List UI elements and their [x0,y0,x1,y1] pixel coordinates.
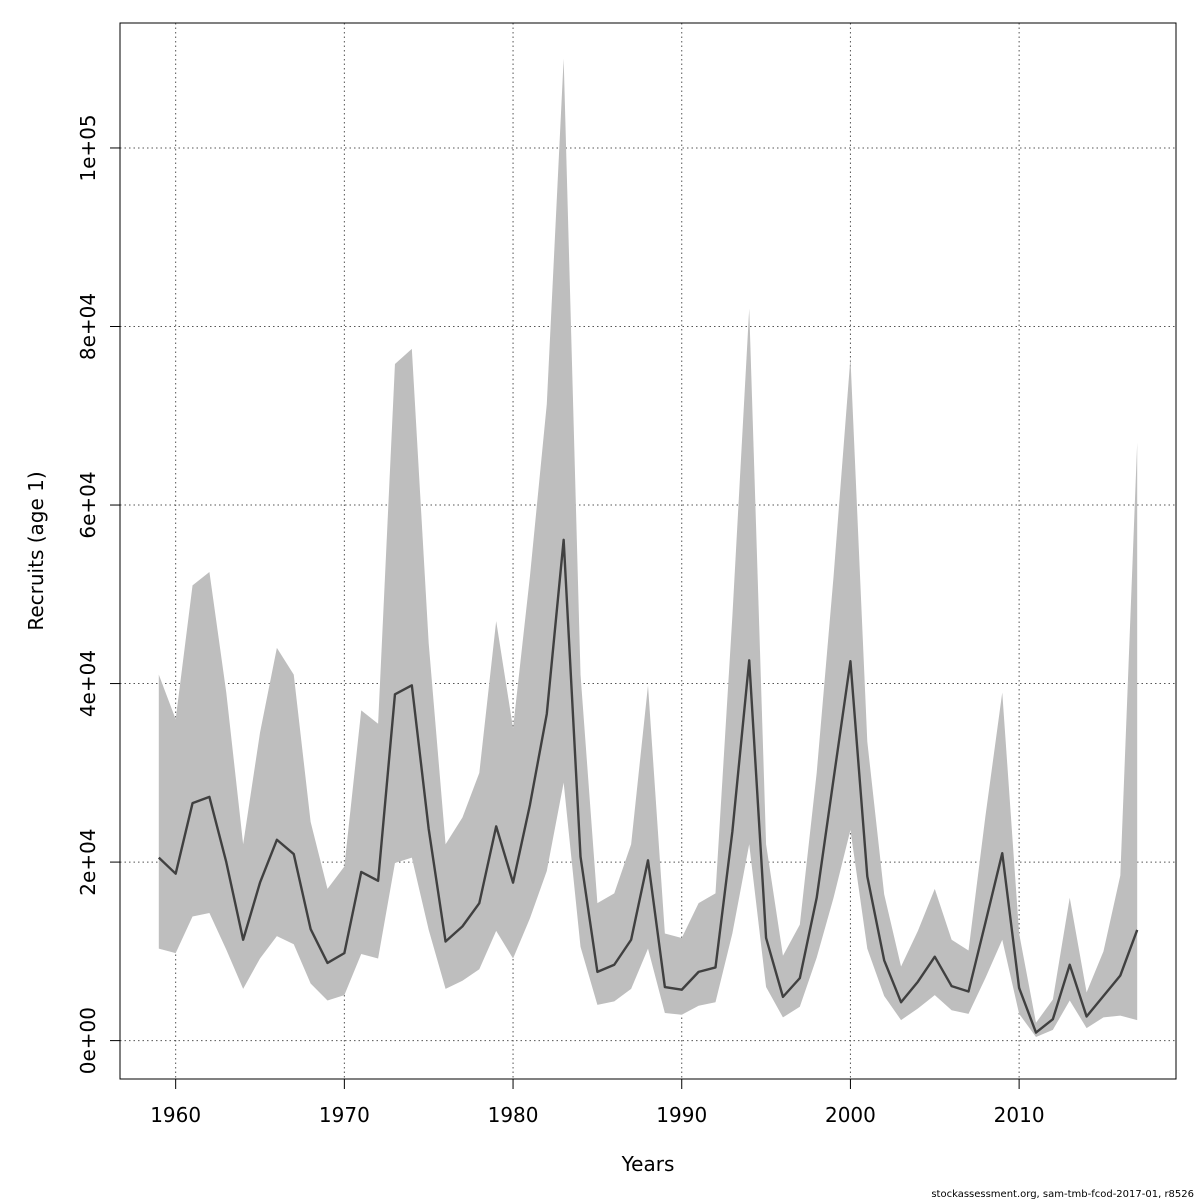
y-axis: 0e+00 2e+04 4e+04 6e+04 8e+04 1e+05 [76,114,120,1074]
x-tick-label: 1980 [488,1103,539,1127]
y-tick-label: 2e+04 [76,828,100,895]
x-tick-label: 1960 [150,1103,201,1127]
y-tick-label: 4e+04 [76,650,100,717]
x-axis-label: Years [621,1152,675,1176]
y-tick-label: 1e+05 [76,114,100,181]
x-tick-label: 2010 [994,1103,1045,1127]
x-tick-label: 1990 [656,1103,707,1127]
x-tick-label: 1970 [319,1103,370,1127]
y-axis-label: Recruits (age 1) [24,471,48,630]
confidence-band [158,58,1138,1038]
x-tick-label: 2000 [825,1103,876,1127]
y-tick-label: 0e+00 [76,1007,100,1074]
x-axis: 1960 1970 1980 1990 2000 2010 [150,1079,1045,1127]
estimate-line [157,538,1139,1034]
y-tick-label: 6e+04 [76,471,100,538]
y-tick-label: 8e+04 [76,293,100,360]
credit-text: stockassessment.org, sam-tmb-fcod-2017-0… [931,1189,1194,1200]
plot-frame [119,22,1177,1080]
